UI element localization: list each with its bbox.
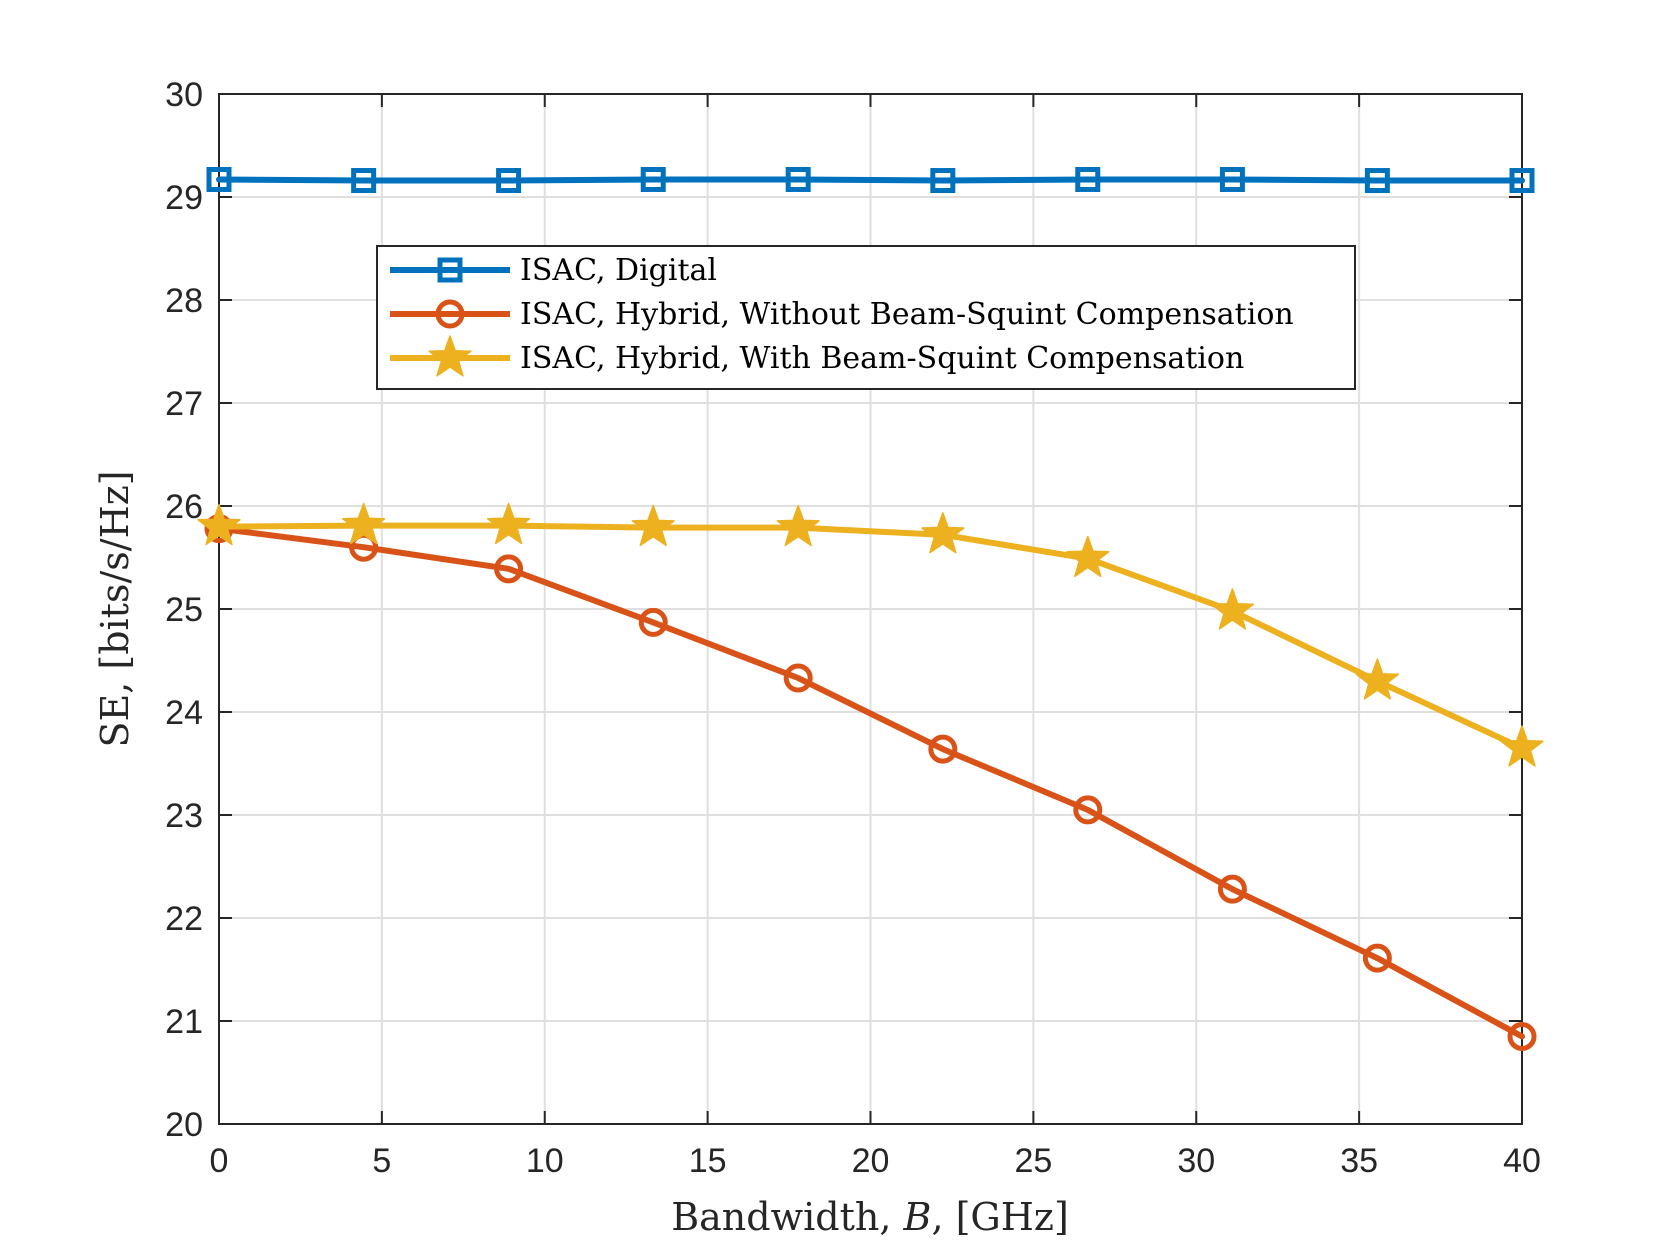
series-3 — [197, 502, 1544, 767]
series-2-point — [1362, 943, 1392, 973]
legend-swatch-marker — [437, 257, 463, 283]
series-1-point — [1509, 168, 1535, 194]
series-2 — [204, 514, 1537, 1051]
x-axis-title-suffix: , [GHz] — [931, 1195, 1068, 1239]
series-1-point — [351, 168, 377, 194]
series-3-point — [486, 502, 531, 545]
y-tick-label: 30 — [165, 76, 203, 114]
series-2-point — [638, 607, 668, 637]
y-tick-label: 25 — [165, 591, 203, 629]
series-1-point — [1219, 166, 1245, 192]
legend-box — [376, 245, 1356, 390]
series-3-point — [341, 502, 386, 545]
series-3-point — [631, 504, 675, 547]
series-1-point — [930, 168, 956, 194]
y-tick-label: 28 — [165, 282, 203, 320]
y-tick-label: 29 — [165, 179, 203, 217]
series-2-point — [1507, 1021, 1537, 1051]
x-tick-label: 5 — [372, 1142, 391, 1180]
legend-item-1: ISAC, Digital — [390, 253, 717, 288]
series-3-point — [197, 503, 241, 546]
y-axis-title: SE, [bits/s/Hz] — [93, 470, 137, 747]
series-2-point — [783, 663, 813, 693]
series-2-point — [1073, 795, 1103, 825]
series-1-point — [1075, 166, 1101, 192]
series-3-point — [1500, 725, 1544, 767]
series-2-point — [1217, 874, 1247, 904]
x-tick-label: 20 — [852, 1142, 890, 1180]
y-tick-label: 21 — [165, 1003, 203, 1041]
x-axis-title: Bandwidth, B, [GHz] — [671, 1195, 1069, 1239]
series-3-point — [1210, 588, 1255, 630]
series-1-point — [640, 166, 666, 192]
legend-items: ISAC, Digital ISAC, Hybrid, Without Beam-… — [390, 253, 1294, 377]
legend: ISAC, Digital ISAC, Hybrid, Without Beam-… — [376, 245, 1356, 390]
x-axis-title-prefix: Bandwidth, — [671, 1195, 903, 1239]
series-3-point — [1355, 658, 1400, 700]
x-tick-label: 35 — [1340, 1142, 1378, 1180]
legend-swatch-marker — [435, 299, 465, 329]
x-tick-label: 0 — [210, 1142, 229, 1180]
legend-item-3: ISAC, Hybrid, With Beam-Squint Compensat… — [390, 335, 1244, 377]
series-2-line — [216, 525, 1525, 1040]
y-tick-label: 23 — [165, 797, 203, 835]
series-1-point — [496, 168, 522, 194]
series-1-point — [785, 166, 811, 192]
y-tick-label: 22 — [165, 900, 203, 938]
x-tick-label: 15 — [689, 1142, 727, 1180]
series-3-point — [1066, 535, 1110, 578]
series-3-point — [776, 504, 820, 547]
y-tick-label: 20 — [165, 1106, 203, 1144]
legend-label: ISAC, Hybrid, With Beam-Squint Compensat… — [520, 341, 1244, 376]
x-tick-label: 40 — [1503, 1142, 1541, 1180]
x-tick-label: 30 — [1177, 1142, 1215, 1180]
series-3-point — [921, 512, 965, 554]
x-tick-label: 25 — [1014, 1142, 1052, 1180]
series-1-point — [206, 166, 232, 192]
series-1 — [206, 166, 1535, 194]
legend-label: ISAC, Digital — [520, 253, 717, 288]
ticks: 0 5 10 15 20 25 30 35 40 20 21 22 23 24 25 26 27 28 29 30 — [165, 76, 1541, 1180]
series-1-line — [216, 176, 1525, 184]
x-axis-title-variable: B — [903, 1195, 932, 1239]
y-tick-label: 27 — [165, 385, 203, 423]
series-2-point — [928, 734, 958, 764]
series-1-point — [1364, 168, 1390, 194]
y-tick-label: 24 — [165, 694, 203, 732]
y-tick-label: 26 — [165, 488, 203, 526]
legend-swatch-marker — [428, 335, 472, 377]
legend-label: ISAC, Hybrid, Without Beam-Squint Compen… — [520, 297, 1294, 332]
series-group — [197, 166, 1544, 1051]
x-tick-label: 10 — [526, 1142, 564, 1180]
series-3-line — [216, 522, 1525, 752]
legend-item-2: ISAC, Hybrid, Without Beam-Squint Compen… — [390, 297, 1294, 332]
series-2-point — [494, 554, 524, 584]
